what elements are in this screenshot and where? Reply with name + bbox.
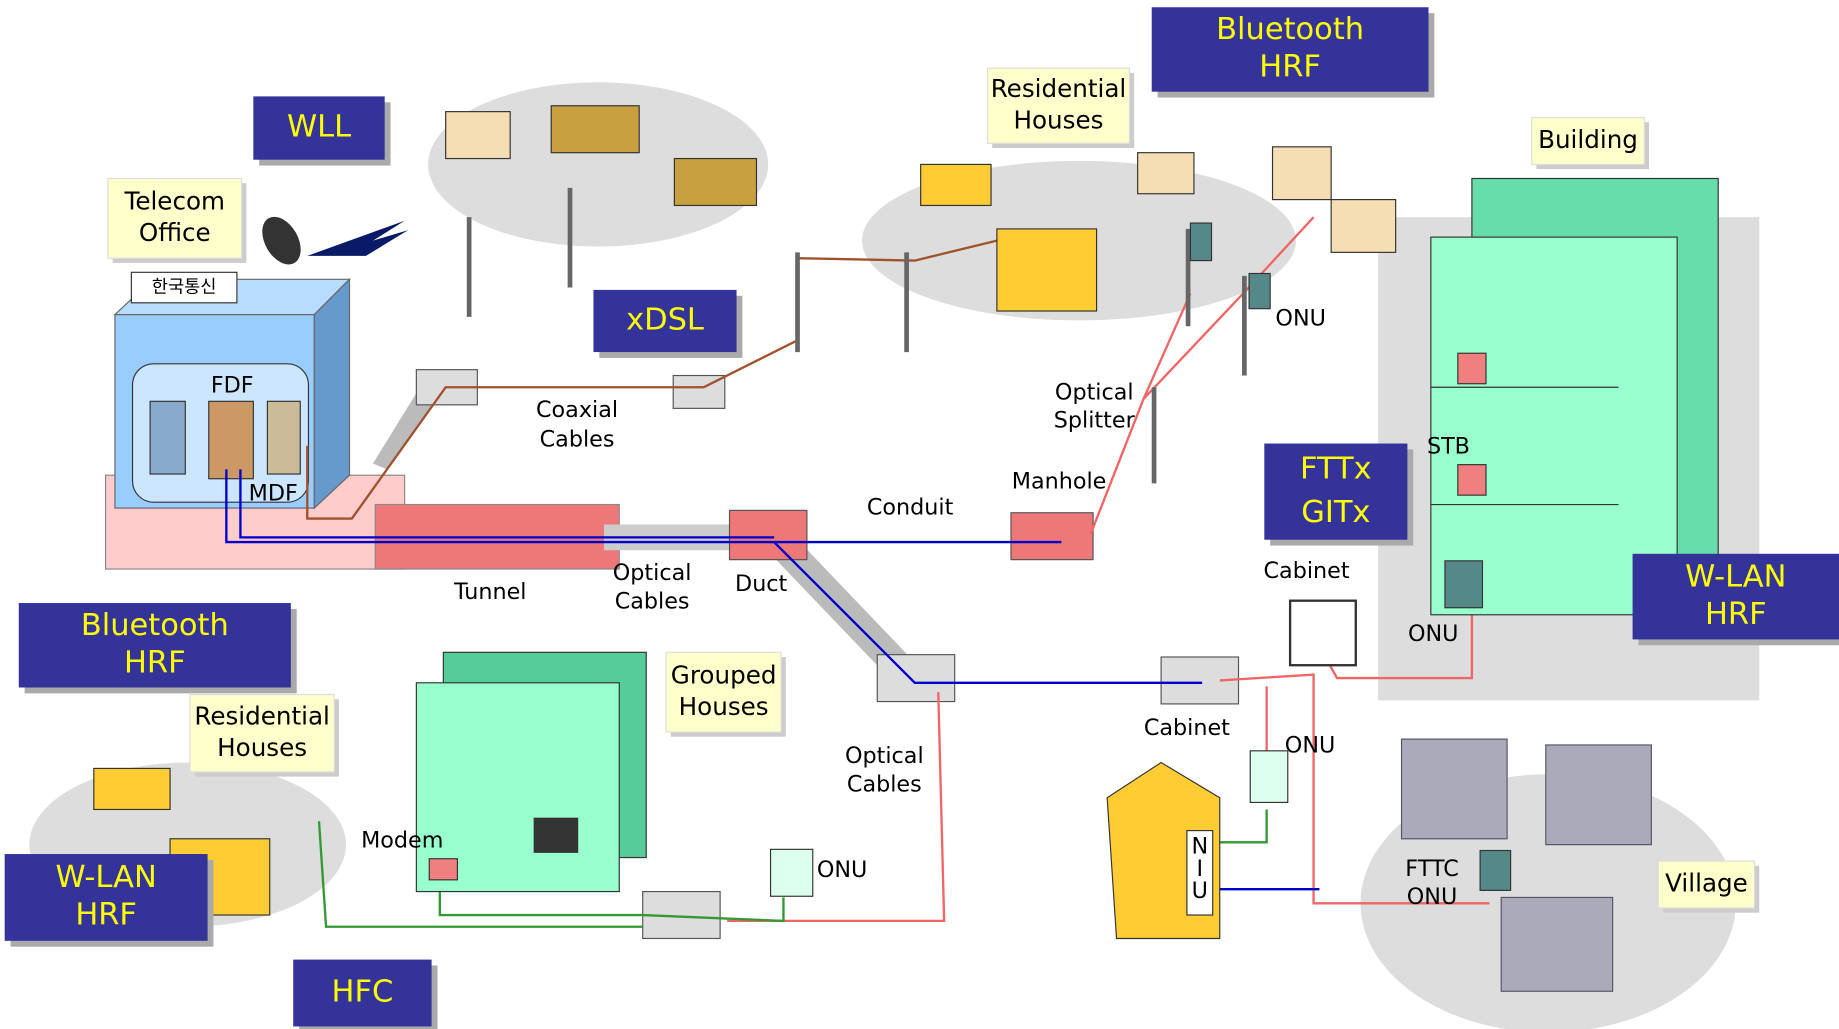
label: ONU	[817, 857, 867, 883]
label: ONU	[1285, 733, 1335, 759]
label: STB	[1427, 434, 1470, 460]
label: ONU	[1275, 306, 1325, 332]
box-label: HRF	[124, 646, 186, 681]
note-label: Office	[139, 218, 211, 247]
label: FDF	[211, 373, 254, 399]
note-label: Telecom	[123, 187, 225, 216]
box-label: W-LAN	[56, 860, 157, 895]
label: Cabinet	[1144, 715, 1230, 741]
network-diagram: WLLxDSLBluetoothHRFFTTxGITxBluetoothHRFW…	[0, 0, 1839, 1029]
box-label: xDSL	[626, 302, 704, 337]
note-label: Grouped	[671, 660, 777, 689]
label: FTTC	[1405, 856, 1458, 882]
background-shapes	[29, 82, 1759, 1029]
note-label: Village	[1665, 869, 1748, 898]
label: Conduit	[867, 495, 954, 521]
label: MDF	[249, 480, 298, 506]
box-label: Bluetooth	[1216, 12, 1364, 47]
box-label: FTTx	[1300, 451, 1372, 486]
label: ONU	[1408, 621, 1458, 647]
label: U	[1192, 878, 1208, 904]
note-label: Building	[1538, 125, 1638, 154]
label: ONU	[1407, 884, 1457, 910]
box-label: HRF	[1705, 597, 1767, 632]
label: Optical	[613, 560, 692, 586]
box-label: HFC	[332, 975, 394, 1010]
label: Splitter	[1054, 408, 1136, 434]
label: Tunnel	[453, 579, 526, 605]
label: Cabinet	[1264, 558, 1350, 584]
box-label: W-LAN	[1685, 559, 1786, 594]
note-label: Houses	[217, 733, 307, 762]
label: Duct	[735, 571, 787, 597]
box-label: HRF	[1259, 50, 1321, 85]
label: Coaxial	[536, 397, 618, 423]
note-label: Houses	[679, 692, 769, 721]
box-label: WLL	[287, 110, 351, 145]
note-label: Residential	[194, 701, 330, 730]
label: Manhole	[1012, 469, 1107, 495]
label: Modem	[361, 828, 443, 854]
logo-text: 한국통신	[152, 278, 217, 298]
label: Cables	[540, 427, 615, 453]
box-label: Bluetooth	[81, 608, 229, 643]
label: Cables	[615, 588, 690, 614]
label: Optical	[845, 743, 924, 769]
note-label: Houses	[1014, 106, 1104, 135]
label: Optical	[1055, 380, 1134, 406]
note-label: Residential	[991, 74, 1127, 103]
box-label: HRF	[75, 898, 137, 933]
label: Cables	[847, 771, 922, 797]
box-label: GITx	[1301, 495, 1370, 530]
